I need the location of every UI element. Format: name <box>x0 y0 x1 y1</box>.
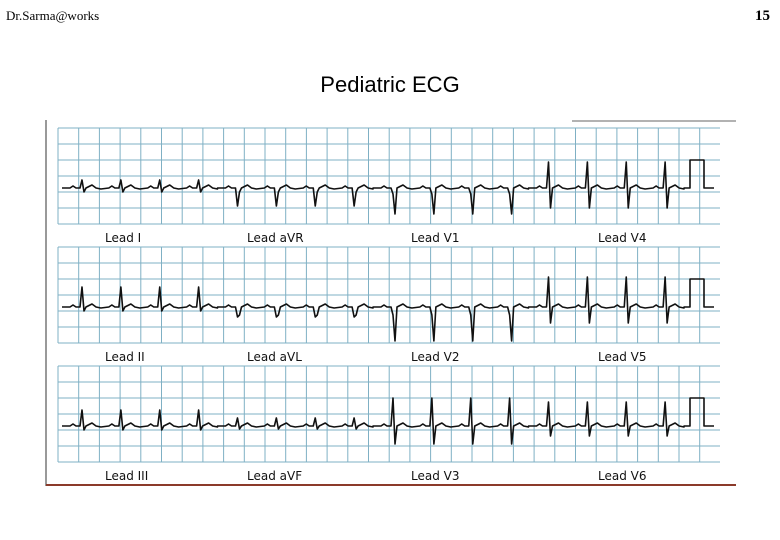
lead-label: Lead II <box>105 350 145 364</box>
lead-label: Lead V4 <box>598 231 647 245</box>
page-number: 15 <box>755 8 770 24</box>
lead-label: Lead V6 <box>598 469 647 483</box>
lead-label: Lead V1 <box>411 231 460 245</box>
figure-bg <box>46 120 736 486</box>
ecg-trace <box>62 397 714 445</box>
author: Dr.Sarma@works <box>6 8 100 23</box>
lead-label: Lead aVF <box>247 469 302 483</box>
lead-label: Lead V5 <box>598 350 647 364</box>
lead-label: Lead aVL <box>247 350 302 364</box>
ecg-trace <box>62 276 714 342</box>
lead-label: Lead III <box>105 469 148 483</box>
lead-label: Lead V2 <box>411 350 460 364</box>
slide-title: Pediatric ECG <box>320 72 460 97</box>
ecg-trace <box>62 159 714 215</box>
lead-label: Lead aVR <box>247 231 304 245</box>
lead-label: Lead V3 <box>411 469 460 483</box>
lead-label: Lead I <box>105 231 141 245</box>
